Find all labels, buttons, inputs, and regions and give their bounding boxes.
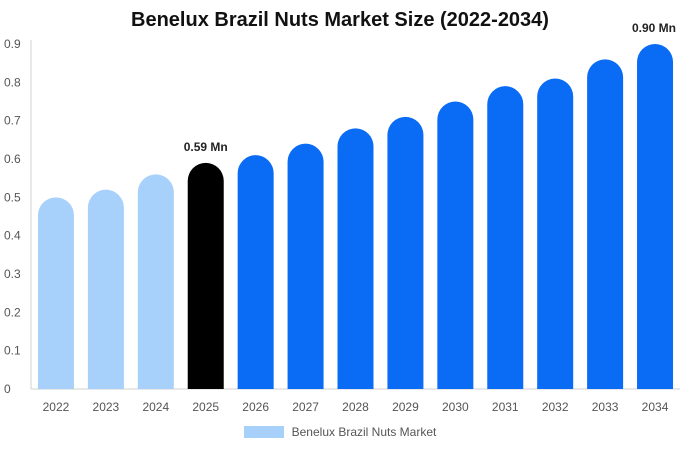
legend: Benelux Brazil Nuts Market [0, 425, 680, 439]
bar-2026 [237, 155, 274, 389]
bar-2025 [187, 162, 224, 389]
chart-title: Benelux Brazil Nuts Market Size (2022-20… [131, 9, 549, 31]
bar-2032 [537, 78, 574, 389]
x-tick-label: 2027 [292, 400, 319, 414]
x-tick-label: 2033 [592, 400, 619, 414]
y-tick-label: 0.9 [4, 37, 21, 51]
y-tick-label: 0.6 [4, 152, 21, 166]
x-tick-label: 2032 [542, 400, 569, 414]
x-tick-label: 2023 [93, 400, 120, 414]
y-tick-label: 0.7 [4, 114, 21, 128]
bar-2027 [287, 143, 324, 389]
bar-2033 [587, 59, 624, 389]
legend-swatch [243, 426, 284, 438]
bar-2028 [337, 128, 374, 390]
y-tick-label: 0.8 [4, 75, 21, 89]
bar-2031 [487, 86, 524, 390]
bar-2029 [387, 116, 424, 390]
x-tick-label: 2031 [492, 400, 519, 414]
data-label-2025: 0.59 Mn [184, 140, 228, 154]
bar-2024 [137, 174, 174, 389]
x-tick-label: 2034 [642, 400, 669, 414]
bar-2022 [37, 197, 74, 389]
legend-label: Benelux Brazil Nuts Market [291, 425, 437, 439]
data-label-2034: 0.90 Mn [632, 21, 676, 35]
y-tick-label: 0.4 [4, 229, 21, 243]
y-tick-label: 0.5 [4, 190, 21, 204]
y-tick-label: 0.1 [4, 344, 21, 358]
x-tick-label: 2022 [43, 400, 70, 414]
bar-2034 [637, 44, 674, 389]
bar-2030 [437, 101, 474, 389]
x-tick-label: 2028 [342, 400, 369, 414]
x-tick-label: 2025 [192, 400, 219, 414]
x-tick-label: 2026 [242, 400, 269, 414]
x-tick-label: 2029 [392, 400, 419, 414]
x-tick-label: 2030 [442, 400, 469, 414]
x-tick-label: 2024 [142, 400, 169, 414]
y-tick-label: 0 [4, 382, 11, 396]
y-tick-label: 0.2 [4, 305, 21, 319]
y-tick-label: 0.3 [4, 267, 21, 281]
bar-2023 [87, 189, 124, 389]
